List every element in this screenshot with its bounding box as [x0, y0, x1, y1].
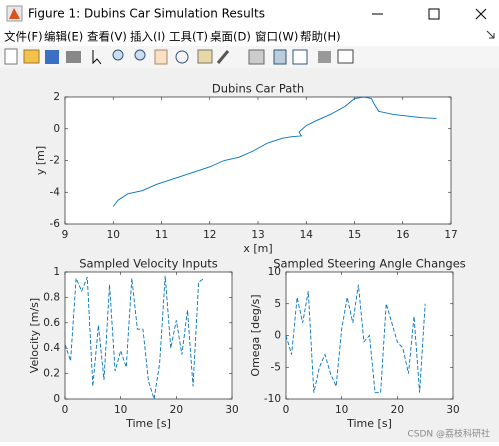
menu-item[interactable]: 工具(T): [169, 30, 208, 44]
axes-box: [64, 271, 233, 400]
y-tick-label: 0: [53, 123, 60, 135]
x-tick-label: 0: [62, 404, 69, 416]
toolbar-icons[interactable]: [4, 48, 354, 65]
menu-item[interactable]: 文件(F): [4, 30, 43, 44]
y-tick-label: 0: [53, 393, 60, 405]
menu-item[interactable]: 帮助(H): [300, 30, 341, 44]
x-tick-label: 20: [170, 404, 183, 416]
y-tick-label: 0: [274, 330, 281, 342]
y-tick-label: -6: [50, 218, 61, 230]
title-bar: [0, 0, 499, 28]
chart-title: Dubins Car Path: [212, 82, 304, 96]
y-tick-label: 10: [268, 266, 281, 278]
x-tick-label: 30: [225, 404, 238, 416]
y-tick-label: -4: [50, 186, 61, 198]
y-tick-label: -2: [50, 155, 60, 167]
app-icon: [6, 5, 23, 22]
menu-item[interactable]: 编辑(E): [44, 30, 83, 44]
y-tick-label: 0.4: [43, 342, 60, 354]
x-tick-label: 20: [391, 404, 404, 416]
data-line: [285, 284, 426, 394]
menu-item[interactable]: 查看(V): [87, 30, 127, 44]
watermark: CSDN @荔枝科研社: [407, 428, 490, 440]
axes: [65, 97, 451, 224]
y-axis-label: y [m]: [34, 146, 47, 175]
y-tick-label: 1: [53, 266, 60, 278]
x-tick-label: 11: [155, 229, 168, 241]
chart-title: Sampled Velocity Inputs: [79, 257, 218, 271]
menu-item[interactable]: 窗口(W): [255, 30, 298, 44]
x-tick-label: 0: [283, 404, 290, 416]
y-tick-label: -5: [271, 361, 281, 373]
x-tick-label: 14: [300, 229, 314, 241]
y-tick-label: 2: [53, 91, 60, 103]
y-tick-label: 5: [274, 298, 281, 310]
x-axis-label: Time [s]: [346, 417, 392, 430]
menu-item[interactable]: 插入(I): [130, 30, 165, 44]
x-axis-label: x [m]: [243, 242, 272, 255]
x-axis-label: Time [s]: [125, 417, 171, 430]
window-title: Figure 1: Dubins Car Simulation Results: [28, 7, 265, 21]
maximize-button[interactable]: [428, 8, 440, 20]
y-tick-label: 0.6: [43, 317, 60, 329]
x-tick-label: 10: [107, 229, 120, 241]
x-tick-label: 15: [348, 229, 361, 241]
y-tick-label: 0.8: [43, 291, 60, 303]
data-line: [64, 275, 205, 400]
x-tick-label: 10: [114, 404, 127, 416]
y-axis-label: Velocity [m/s]: [28, 298, 41, 373]
x-tick-label: 17: [444, 229, 457, 241]
dock-button[interactable]: [486, 30, 495, 39]
x-tick-label: 30: [446, 404, 459, 416]
y-tick-label: -10: [264, 393, 281, 405]
x-tick-label: 9: [62, 229, 69, 241]
y-axis-label: Omega [deg/s]: [249, 294, 262, 376]
x-tick-label: 10: [335, 404, 348, 416]
data-line: [112, 96, 437, 207]
x-tick-label: 13: [251, 229, 264, 241]
menu-bar: [0, 28, 499, 46]
chart-title: Sampled Steering Angle Changes: [273, 257, 466, 271]
close-button[interactable]: [475, 8, 487, 20]
axes-box: [64, 96, 452, 225]
x-tick-label: 12: [203, 229, 216, 241]
menu-item[interactable]: 桌面(D): [210, 30, 251, 44]
menu: 文件(F) 编辑(E) 查看(V) 插入(I) 工具(T) 桌面(D) 窗口(W) 帮助(H): [4, 30, 341, 44]
y-tick-label: 0.2: [43, 368, 60, 380]
x-tick-label: 16: [396, 229, 410, 241]
